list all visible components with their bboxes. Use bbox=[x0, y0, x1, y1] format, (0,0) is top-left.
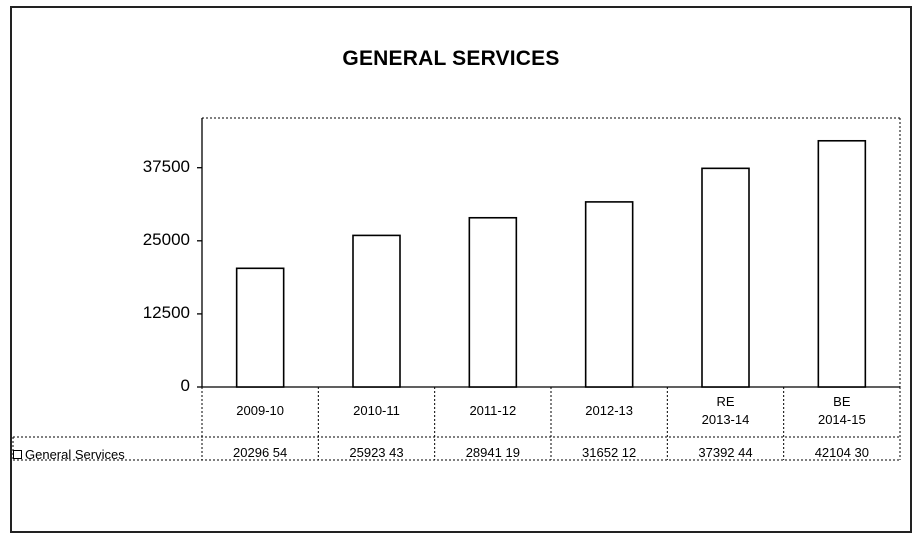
chart-frame bbox=[10, 6, 912, 533]
data-value-label: 20296 54 bbox=[233, 445, 288, 460]
bar bbox=[468, 216, 518, 388]
category-label: 2011-12 bbox=[469, 403, 517, 418]
y-tick-label: 12500 bbox=[142, 302, 190, 322]
legend-label: General Services bbox=[25, 447, 125, 462]
data-value-label: 31652 12 bbox=[582, 445, 637, 460]
category-label: 2009-10 bbox=[236, 403, 285, 418]
chart-title: GENERAL SERVICES bbox=[342, 47, 560, 70]
category-label: BE 2014-15 bbox=[817, 394, 866, 427]
data-value-label: 42104 30 bbox=[814, 445, 869, 460]
data-value-label: 37392 44 bbox=[698, 445, 753, 460]
category-label: 2012-13 bbox=[585, 403, 634, 418]
bar bbox=[817, 139, 867, 388]
category-label: 2010-11 bbox=[353, 403, 400, 418]
data-value-label: 28941 19 bbox=[465, 445, 520, 460]
y-tick-label: 37500 bbox=[142, 156, 190, 176]
y-tick-label: 25000 bbox=[142, 229, 190, 249]
legend-swatch bbox=[13, 450, 22, 459]
bar bbox=[584, 201, 634, 388]
category-label: RE 2013-14 bbox=[701, 394, 750, 427]
legend-entry: General Services bbox=[13, 447, 125, 462]
y-tick-label: 0 bbox=[180, 376, 190, 395]
bar bbox=[701, 167, 750, 388]
data-value-label: 25923 43 bbox=[349, 445, 404, 460]
bar bbox=[235, 267, 285, 388]
bar bbox=[352, 234, 401, 388]
